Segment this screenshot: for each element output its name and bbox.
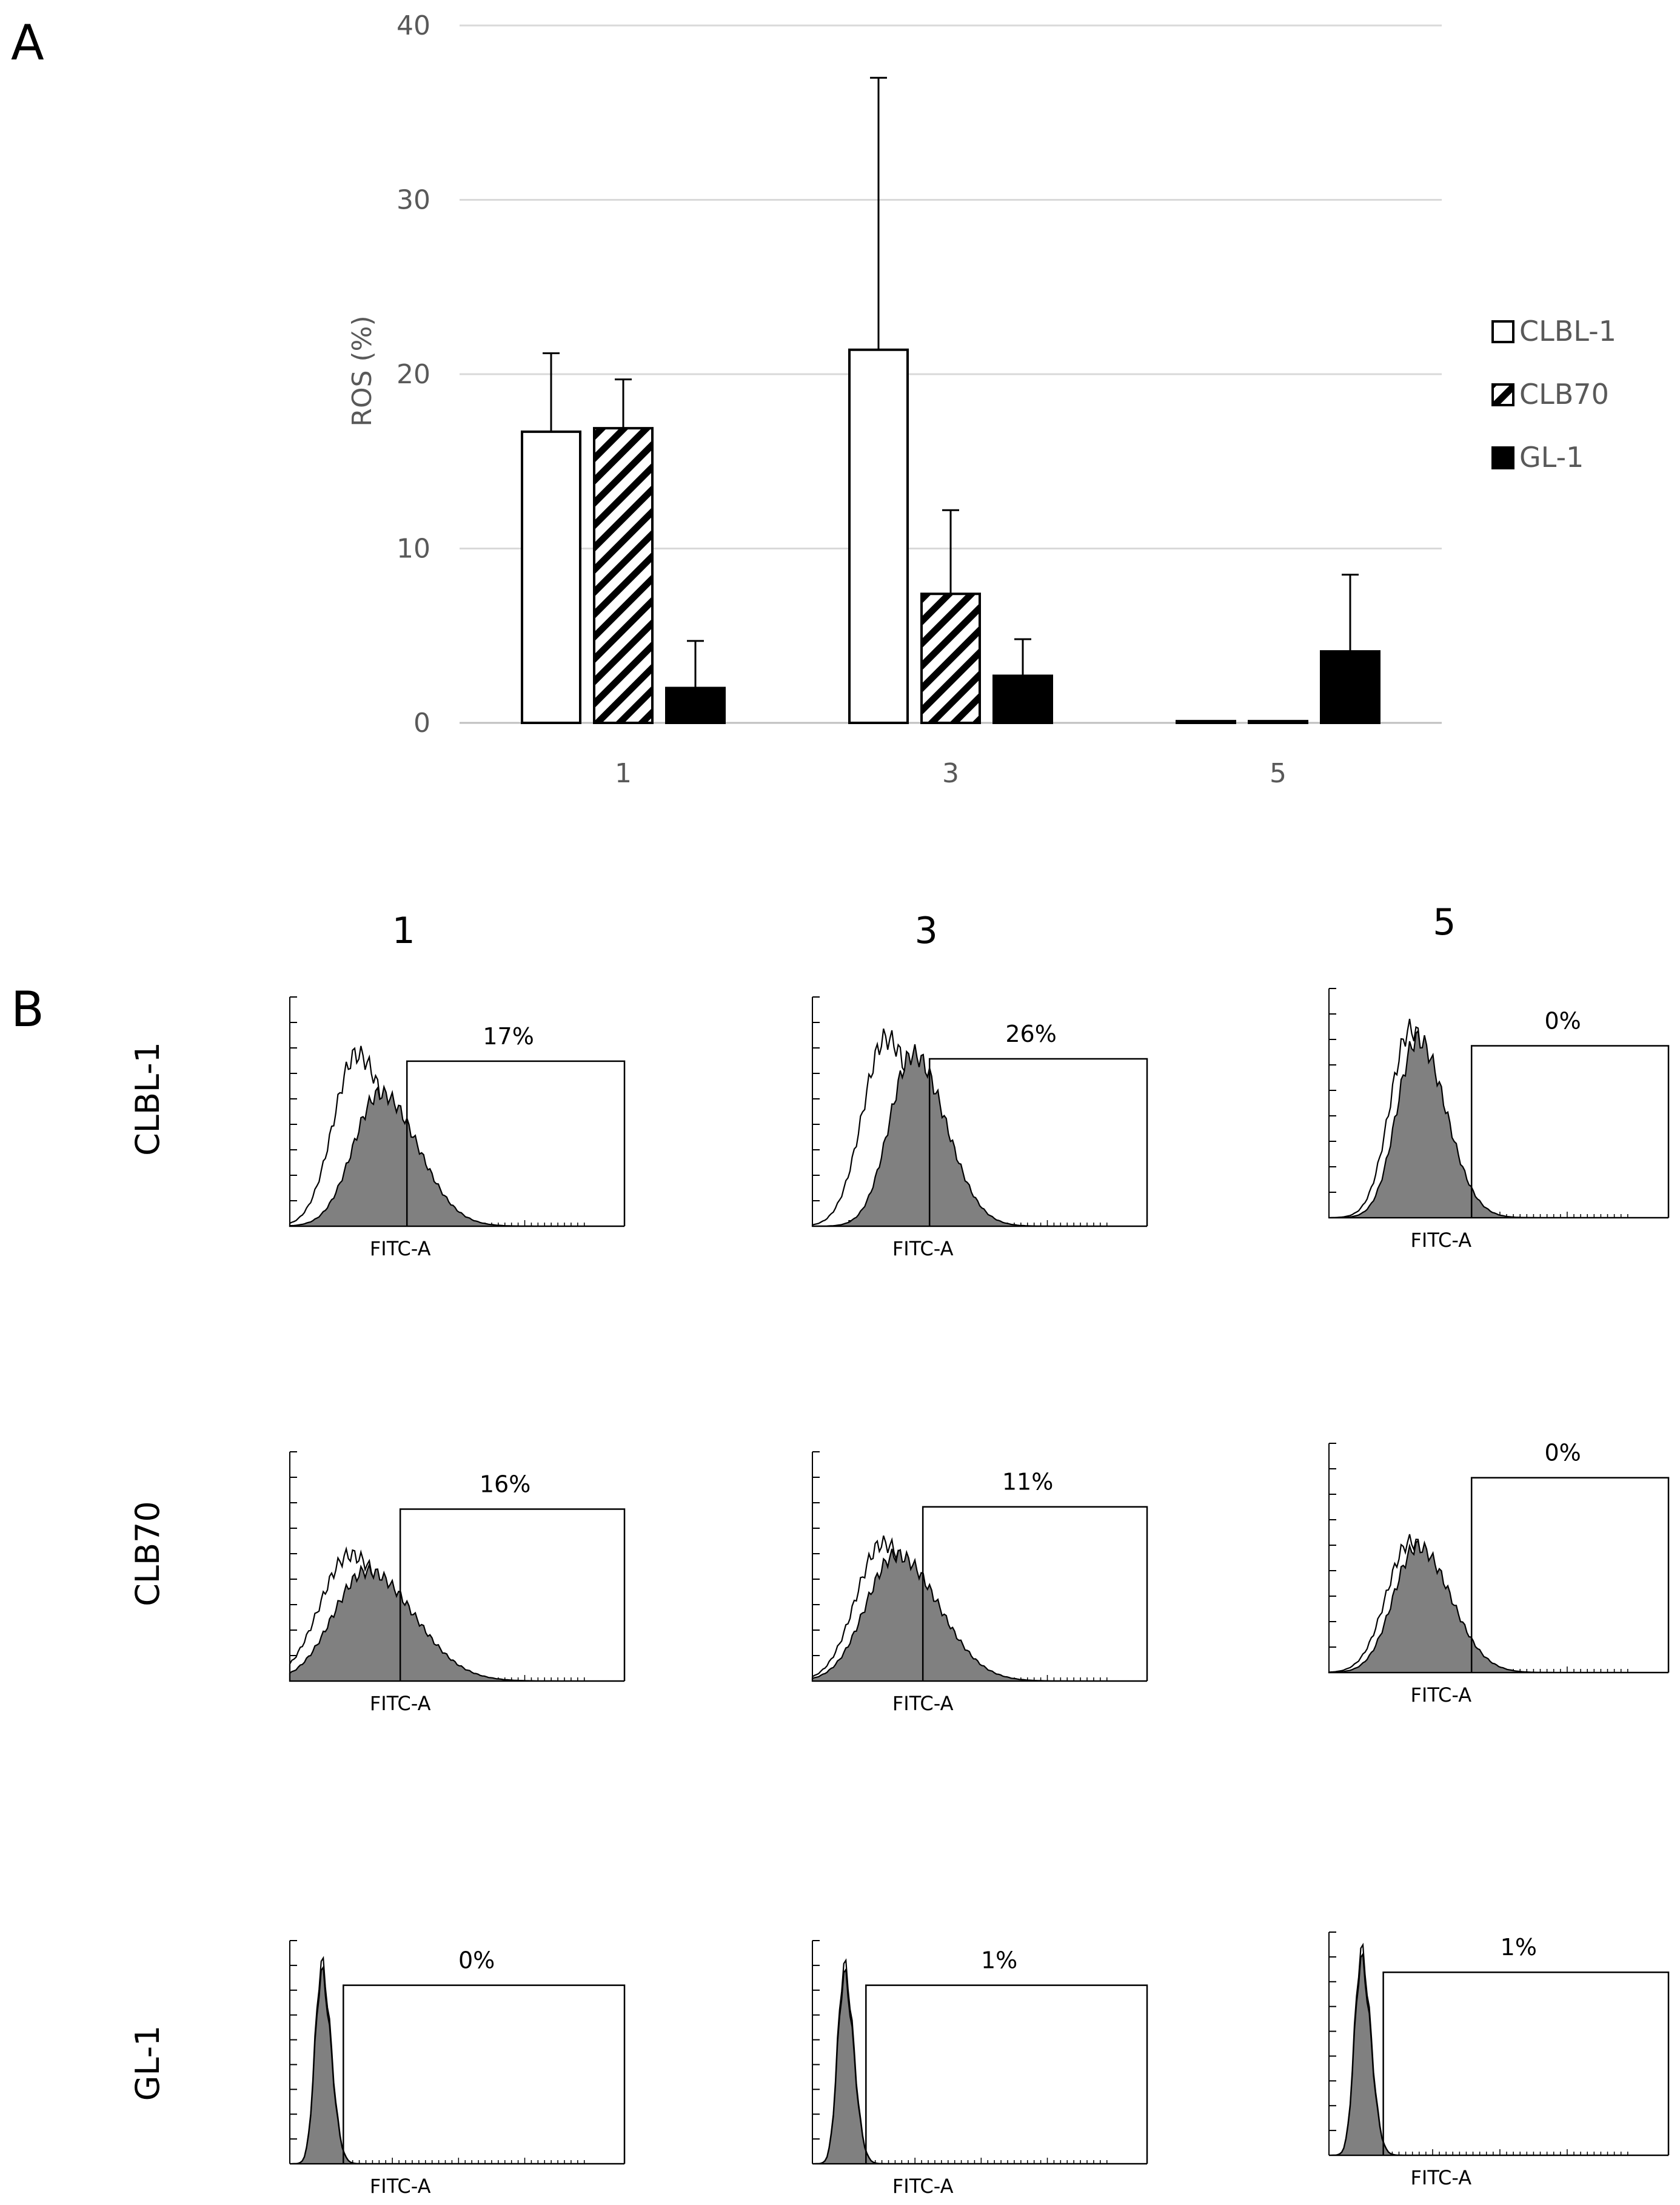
bar-clb70-1 [593, 427, 654, 724]
panel-b-label: B [11, 981, 44, 1038]
legend-swatch-gl-1 [1491, 446, 1514, 469]
fitc-axis-label: FITC-A [370, 2175, 431, 2198]
gate-percentage: 11% [1002, 1469, 1053, 1495]
error-bars [543, 76, 1359, 688]
row-label-gl-1: GL-1 [129, 2025, 167, 2101]
y-tick-labels: 0 10 20 30 40 [397, 10, 430, 739]
bar-chart: 0 10 20 30 40 ROS (%) 1 3 5 CLBL-1 CLB70 GL-1 [347, 10, 1616, 789]
x-tick-labels: 1 3 5 [615, 758, 1287, 789]
histogram-clb70-3: 11% FITC-A [811, 1451, 1148, 1715]
gate [1470, 1477, 1670, 1673]
bar-gl-1-3 [992, 674, 1053, 724]
bars [521, 348, 1380, 724]
y-axis-label: ROS (%) [347, 315, 378, 426]
stained-histogram [290, 1965, 624, 2165]
histogram-clbl-1-1: 17% FITC-A [289, 996, 626, 1260]
legend: CLBL-1 CLB70 GL-1 [1491, 315, 1616, 474]
flow-cytometry-grid: 1 3 5 CLBL-1 17% FITC-A 26% FITC-A 0% FITC-A CLB70… [129, 901, 1670, 2198]
row-label-clbl-1: CLBL-1 [129, 1042, 167, 1156]
gate [1382, 1971, 1670, 2155]
legend-label-clbl-1: CLBL-1 [1519, 315, 1616, 347]
column-label-3: 3 [915, 910, 938, 952]
gate [406, 1060, 626, 1226]
bar-clbl-1-5 [1176, 720, 1236, 724]
stained-histogram [812, 1044, 1147, 1227]
y-tick-label: 10 [397, 534, 430, 565]
gate-percentage: 0% [1544, 1440, 1581, 1466]
fitc-axis-label: FITC-A [892, 2175, 954, 2198]
y-tick-label: 40 [397, 10, 430, 41]
row-label-clb70: CLB70 [129, 1501, 167, 1606]
stained-histogram [811, 1548, 1147, 1682]
histogram-clb70-5: 0% FITC-A [1328, 1440, 1670, 1707]
gate [343, 1984, 626, 2164]
bar-gl-1-1 [665, 686, 726, 724]
histogram-clb70-1: 16% FITC-A [289, 1451, 626, 1715]
x-tick-label: 3 [942, 758, 959, 789]
gate-percentage: 0% [1544, 1008, 1581, 1035]
gate [399, 1508, 626, 1681]
stained-histogram [812, 1967, 1147, 2165]
gate-percentage: 1% [1501, 1934, 1537, 1961]
histogram-gl-1-3: 1% FITC-A [812, 1940, 1148, 2198]
gate [922, 1506, 1148, 1681]
bar-clb70-5 [1248, 720, 1308, 724]
legend-label-clb70: CLB70 [1519, 378, 1609, 411]
bar-clb70-3 [920, 592, 981, 724]
bar-clbl-1-3 [848, 348, 909, 724]
stained-histogram [1328, 1539, 1668, 1674]
legend-swatch-clbl-1 [1491, 320, 1514, 343]
fitc-axis-label: FITC-A [1411, 2166, 1472, 2189]
stained-histogram [289, 1084, 624, 1227]
column-label-1: 1 [392, 910, 415, 952]
histogram-clbl-1-3: 26% FITC-A [811, 996, 1148, 1260]
gate-percentage: 16% [480, 1471, 530, 1498]
panel-a-label: A [11, 15, 44, 71]
y-tick-label: 20 [397, 359, 430, 390]
gate [1470, 1045, 1670, 1218]
stained-histogram [1329, 1952, 1668, 2156]
gate [865, 1984, 1148, 2164]
stained-histogram [1329, 1029, 1668, 1219]
y-tick-label: 0 [413, 708, 430, 739]
x-tick-label: 1 [615, 758, 632, 789]
gate-percentage: 17% [483, 1023, 534, 1050]
y-tick-label: 30 [397, 185, 430, 216]
fitc-axis-label: FITC-A [892, 1692, 954, 1715]
fitc-axis-label: FITC-A [892, 1237, 954, 1260]
gate-percentage: 0% [458, 1947, 495, 1974]
fitc-axis-label: FITC-A [1411, 1683, 1472, 1707]
column-label-5: 5 [1433, 901, 1456, 944]
bar-clbl-1-1 [521, 430, 581, 724]
fitc-axis-label: FITC-A [1411, 1229, 1472, 1252]
histogram-gl-1-5: 1% FITC-A [1328, 1931, 1670, 2189]
gate [928, 1058, 1148, 1226]
x-tick-label: 5 [1270, 758, 1287, 789]
gate-percentage: 1% [981, 1947, 1017, 1974]
fitc-axis-label: FITC-A [370, 1237, 431, 1260]
fitc-axis-label: FITC-A [370, 1692, 431, 1715]
legend-label-gl-1: GL-1 [1519, 441, 1584, 474]
histogram-gl-1-1: 0% FITC-A [289, 1940, 626, 2198]
legend-swatch-clb70 [1491, 383, 1514, 406]
gate-percentage: 26% [1005, 1021, 1056, 1047]
histogram-clbl-1-5: 0% FITC-A [1328, 988, 1670, 1252]
stained-histogram [289, 1562, 624, 1682]
bar-gl-1-5 [1320, 650, 1380, 724]
